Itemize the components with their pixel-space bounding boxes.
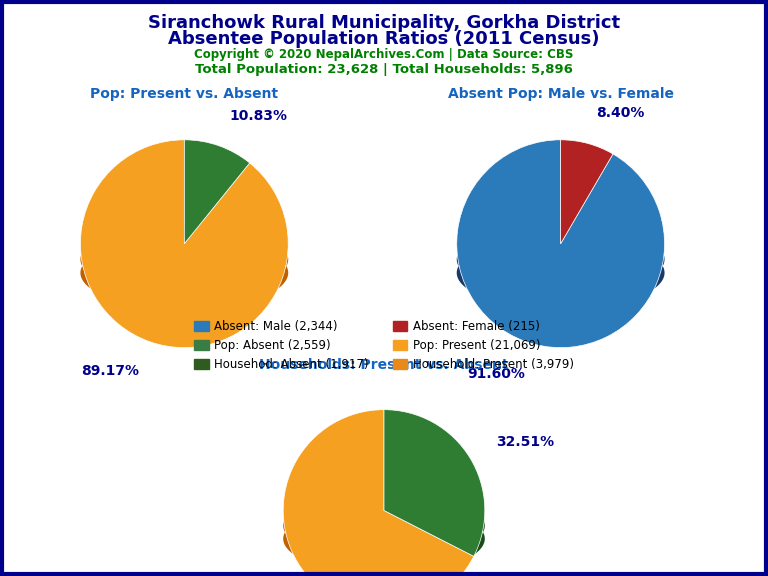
- Title: Absent Pop: Male vs. Female: Absent Pop: Male vs. Female: [448, 87, 674, 101]
- Polygon shape: [457, 223, 664, 309]
- Text: 91.60%: 91.60%: [468, 367, 525, 381]
- Text: 89.17%: 89.17%: [81, 364, 139, 378]
- Polygon shape: [384, 490, 485, 555]
- Text: Absentee Population Ratios (2011 Census): Absentee Population Ratios (2011 Census): [168, 30, 600, 48]
- Wedge shape: [184, 140, 250, 244]
- Polygon shape: [283, 490, 474, 574]
- Wedge shape: [457, 140, 664, 348]
- Wedge shape: [561, 140, 613, 244]
- Wedge shape: [384, 410, 485, 556]
- Title: Households: Present vs. Absent: Households: Present vs. Absent: [260, 358, 508, 372]
- Wedge shape: [81, 140, 288, 348]
- Polygon shape: [561, 223, 613, 241]
- Polygon shape: [184, 223, 250, 245]
- Text: Copyright © 2020 NepalArchives.Com | Data Source: CBS: Copyright © 2020 NepalArchives.Com | Dat…: [194, 48, 574, 62]
- Text: 32.51%: 32.51%: [496, 435, 554, 449]
- Text: 8.40%: 8.40%: [596, 107, 644, 120]
- Text: Total Population: 23,628 | Total Households: 5,896: Total Population: 23,628 | Total Househo…: [195, 63, 573, 77]
- Title: Pop: Present vs. Absent: Pop: Present vs. Absent: [91, 87, 278, 101]
- Polygon shape: [81, 223, 288, 309]
- Wedge shape: [283, 410, 474, 576]
- Text: 10.83%: 10.83%: [230, 109, 287, 123]
- Text: Siranchowk Rural Municipality, Gorkha District: Siranchowk Rural Municipality, Gorkha Di…: [148, 14, 620, 32]
- Text: 67.49%: 67.49%: [214, 572, 272, 576]
- Legend: Absent: Male (2,344), Pop: Absent (2,559), Househod: Absent (1,917), Absent: Fem: Absent: Male (2,344), Pop: Absent (2,559…: [192, 318, 576, 373]
